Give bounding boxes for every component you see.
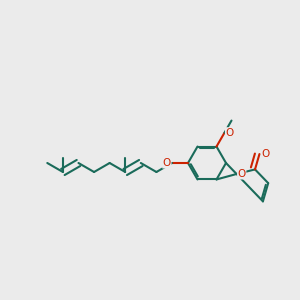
Text: O: O: [163, 158, 171, 168]
Text: O: O: [262, 149, 270, 159]
Text: O: O: [238, 169, 246, 179]
Text: O: O: [226, 128, 234, 138]
